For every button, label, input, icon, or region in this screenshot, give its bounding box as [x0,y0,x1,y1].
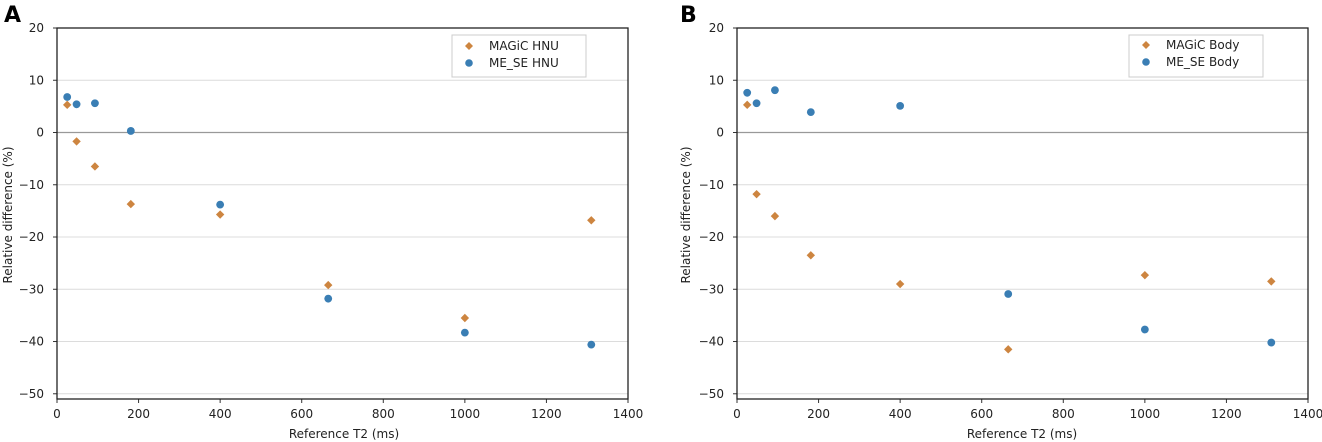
data-point-me-se [1004,290,1013,298]
data-point-magic [90,162,100,171]
y-axis-label: Relative difference (%) [679,146,693,283]
x-tick-label: 1200 [531,407,562,421]
y-tick-label: 0 [36,126,44,140]
data-point-magic [752,189,761,199]
data-point-me-se [771,86,779,95]
y-tick-label: −40 [699,335,724,349]
data-point-me-se [1140,325,1149,334]
x-tick-label: 1400 [613,407,644,421]
data-point-magic [460,313,470,323]
y-tick-label: −30 [19,282,44,296]
x-tick-label: 1200 [1211,407,1242,421]
legend-entry-magic: MAGiC HNU [489,39,559,53]
data-point-magic [126,199,136,209]
data-point-magic [72,137,81,146]
x-tick-label: 1000 [450,407,481,421]
y-tick-label: 0 [716,126,724,140]
legend-entry-me-se: ME_SE HNU [489,56,559,70]
data-point-magic [895,279,905,289]
y-tick-label: 20 [709,21,724,35]
y-tick-label: −20 [19,230,44,244]
data-point-me-se [743,88,752,97]
x-axis-label: Reference T2 (ms) [967,427,1077,441]
data-point-magic [215,210,225,219]
data-point-me-se [91,99,99,108]
data-point-magic [62,100,72,110]
data-point-magic [1004,345,1013,354]
x-tick-label: 200 [807,407,830,421]
data-point-me-se [896,101,905,110]
y-tick-label: 20 [29,21,44,35]
legend: MAGiC Body ME_SE Body [1128,34,1264,78]
data-point-magic [770,211,780,221]
data-point-me-se [460,328,469,337]
legend-box [1128,34,1264,78]
x-tick-label: 0 [53,407,61,421]
x-tick-label: 400 [209,407,232,421]
y-tick-label: −40 [19,335,44,349]
legend-diamond-marker [1142,41,1150,49]
data-point-magic [806,251,816,260]
data-point-magic [742,100,752,110]
y-tick-label: −20 [699,230,724,244]
legend-circle-marker [465,59,473,67]
y-tick-label: −10 [699,178,724,192]
legend-box [451,34,587,78]
data-point-me-se [1267,338,1276,347]
x-tick-label: 600 [970,407,993,421]
data-point-magic [1140,270,1150,280]
panel-label: B [680,3,697,28]
data-point-me-se [806,108,815,117]
plot-frame [736,27,1309,400]
legend-entry-magic: MAGiC Body [1166,38,1239,52]
legend-diamond-marker [465,42,473,50]
x-tick-label: 1400 [1293,407,1322,421]
x-tick-label: 1000 [1130,407,1161,421]
data-point-me-se [752,99,761,108]
y-tick-label: 10 [29,73,44,87]
data-point-magic [587,216,596,225]
data-point-me-se [72,100,81,109]
legend-entry-me-se: ME_SE Body [1166,55,1239,69]
x-tick-label: 200 [127,407,150,421]
y-tick-label: −30 [699,282,724,296]
data-point-me-se [587,340,596,349]
panel-a: A Reference T2 (ms) Relative difference … [1,3,643,441]
x-tick-label: 0 [733,407,741,421]
y-tick-label: −50 [19,387,44,401]
x-tick-label: 800 [372,407,395,421]
y-axis-label: Relative difference (%) [1,146,15,283]
legend-circle-marker [1142,58,1150,66]
x-axis-label: Reference T2 (ms) [289,427,399,441]
y-tick-label: −10 [19,178,44,192]
plot-frame [56,27,629,400]
x-tick-label: 800 [1052,407,1075,421]
data-point-magic [1267,277,1276,286]
data-point-magic [324,280,333,290]
y-tick-label: −50 [699,387,724,401]
x-tick-label: 400 [889,407,912,421]
legend: MAGiC HNU ME_SE HNU [451,34,587,78]
panel-label: A [4,3,21,28]
panel-b: B Reference T2 (ms) Relative difference … [679,3,1322,441]
data-point-me-se [324,294,333,303]
y-tick-label: 10 [709,73,724,87]
data-point-me-se [63,93,72,101]
data-point-me-se [126,127,135,135]
data-point-me-se [216,200,225,209]
x-tick-label: 600 [290,407,313,421]
